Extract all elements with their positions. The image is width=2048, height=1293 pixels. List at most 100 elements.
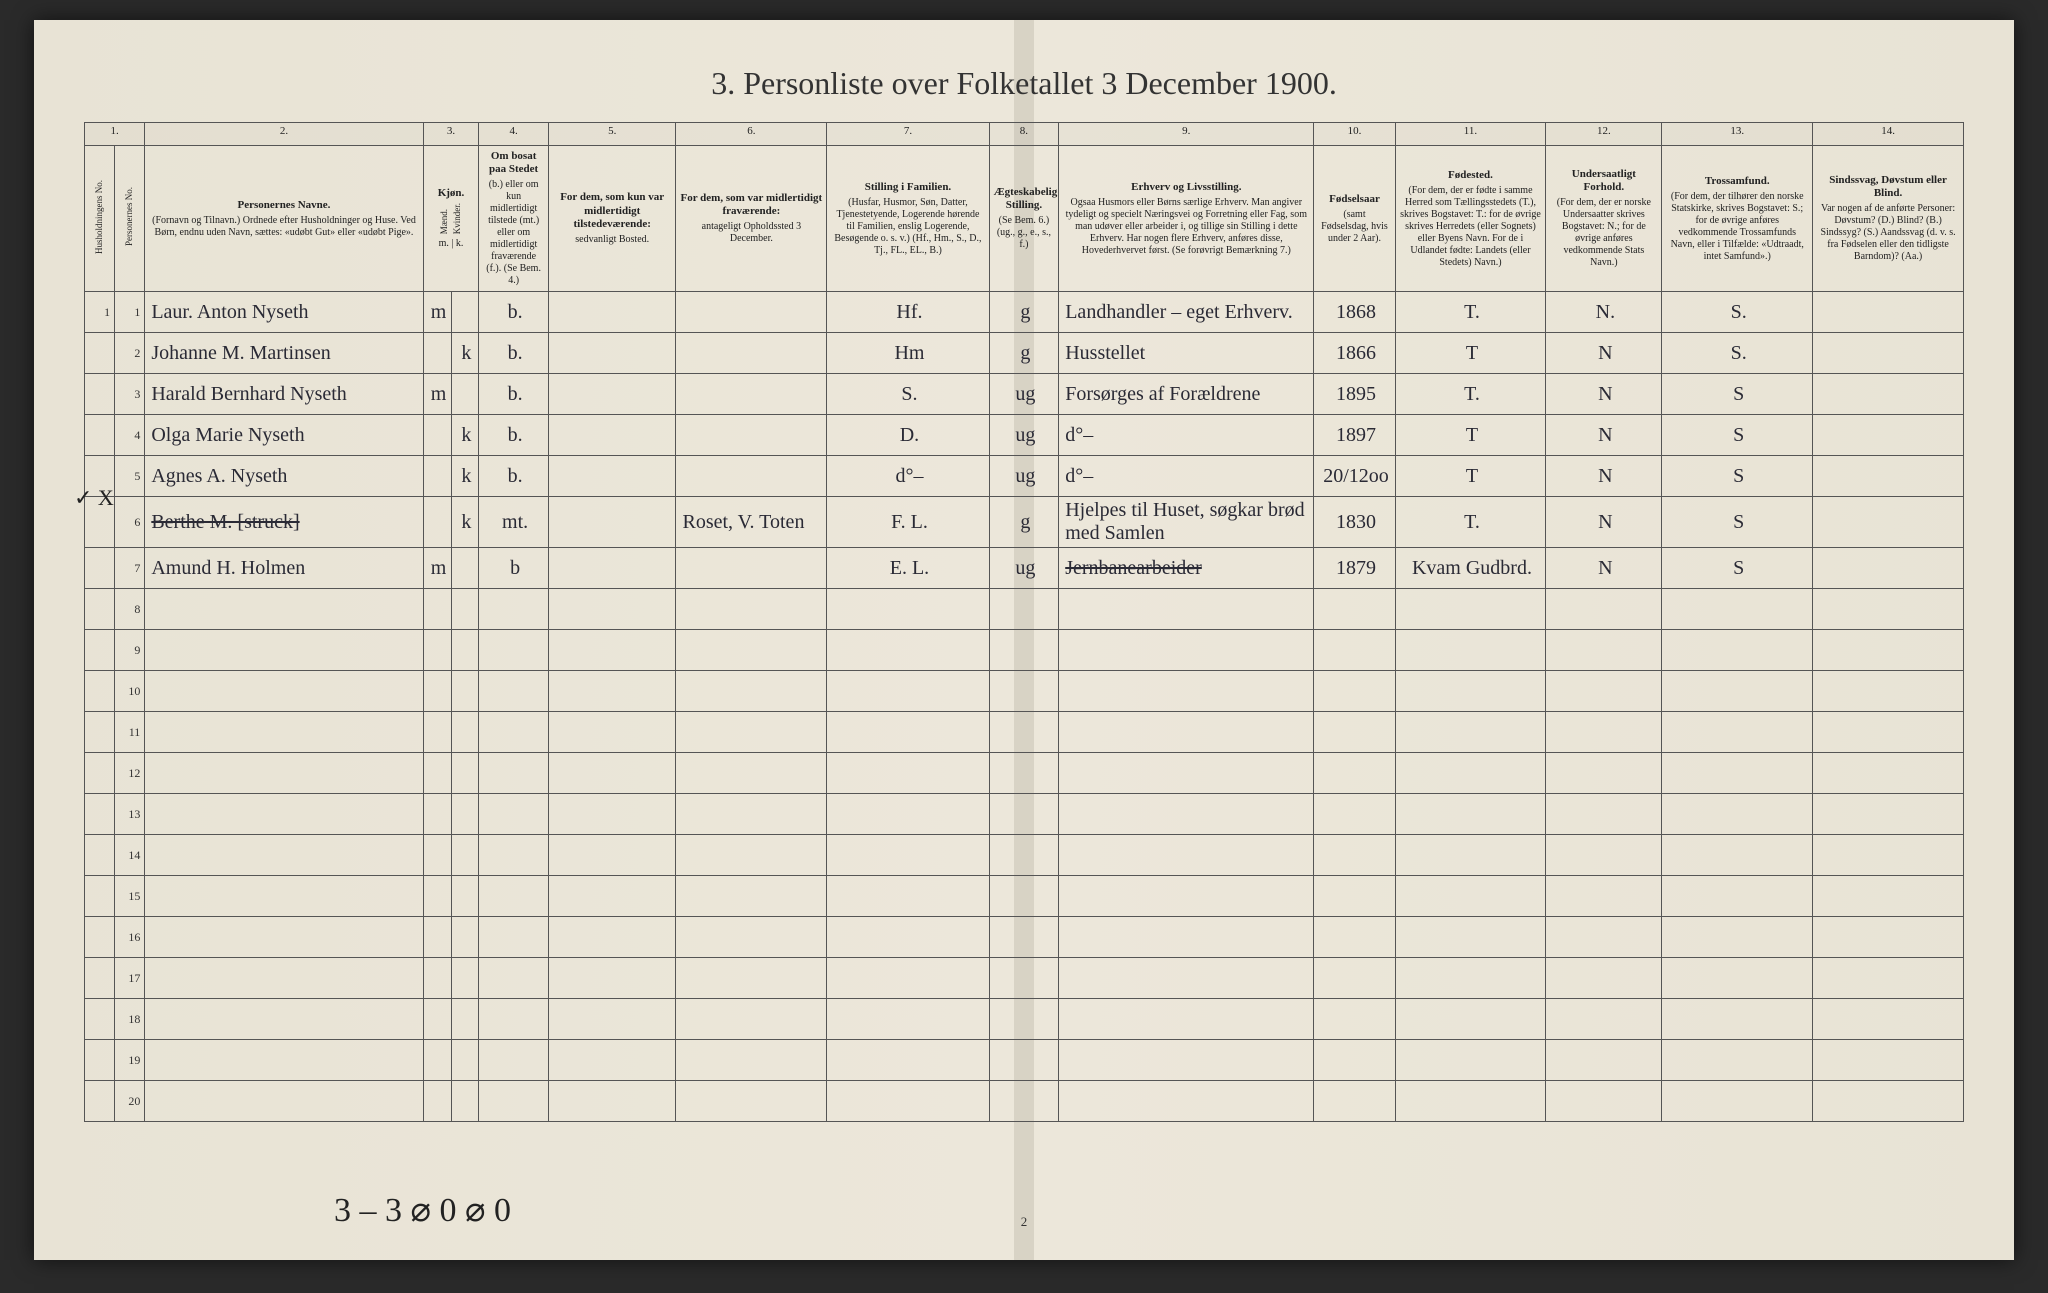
cell: D. bbox=[827, 415, 989, 456]
cell bbox=[1395, 753, 1546, 794]
cell bbox=[1059, 999, 1314, 1040]
hdr-disability: Sindssvag, Døvstum eller Blind.Var nogen… bbox=[1813, 146, 1964, 292]
cell bbox=[827, 671, 989, 712]
cell: b bbox=[479, 548, 549, 589]
cell bbox=[451, 794, 479, 835]
cell bbox=[1662, 1081, 1813, 1122]
cell bbox=[1662, 876, 1813, 917]
cell bbox=[423, 794, 451, 835]
table-row: 2Johanne M. Martinsenkb.HmgHusstellet186… bbox=[85, 333, 1964, 374]
cell: g bbox=[989, 333, 1059, 374]
cell bbox=[676, 835, 827, 876]
cell bbox=[1395, 835, 1546, 876]
table-row: 3Harald Bernhard Nysethmb.S.ugForsørges … bbox=[85, 374, 1964, 415]
cell bbox=[548, 630, 676, 671]
colnum: 10. bbox=[1314, 123, 1395, 146]
cell bbox=[1813, 1081, 1964, 1122]
cell bbox=[423, 497, 451, 548]
cell bbox=[676, 958, 827, 999]
cell bbox=[676, 1081, 827, 1122]
cell bbox=[85, 630, 115, 671]
cell bbox=[989, 1040, 1059, 1081]
cell bbox=[1546, 753, 1662, 794]
cell bbox=[423, 630, 451, 671]
cell bbox=[548, 835, 676, 876]
cell bbox=[85, 999, 115, 1040]
cell: 15 bbox=[115, 876, 145, 917]
cell bbox=[548, 497, 676, 548]
cell bbox=[1059, 794, 1314, 835]
cell: 7 bbox=[115, 548, 145, 589]
cell bbox=[1546, 958, 1662, 999]
cell: 9 bbox=[115, 630, 145, 671]
cell: Johanne M. Martinsen bbox=[145, 333, 423, 374]
cell: b. bbox=[479, 456, 549, 497]
cell bbox=[548, 958, 676, 999]
cell bbox=[451, 753, 479, 794]
hdr-marital: Ægteskabelig Stilling.(Se Bem. 6.) (ug.,… bbox=[989, 146, 1059, 292]
cell: k bbox=[451, 497, 479, 548]
cell: b. bbox=[479, 374, 549, 415]
cell bbox=[423, 712, 451, 753]
cell bbox=[145, 671, 423, 712]
cell bbox=[989, 794, 1059, 835]
cell: d°– bbox=[1059, 456, 1314, 497]
cell bbox=[451, 630, 479, 671]
cell: Forsørges af Forældrene bbox=[1059, 374, 1314, 415]
cell: Berthe M. [struck] bbox=[145, 497, 423, 548]
cell: N bbox=[1546, 497, 1662, 548]
cell bbox=[1314, 999, 1395, 1040]
colnum: 11. bbox=[1395, 123, 1546, 146]
cell bbox=[548, 917, 676, 958]
cell: b. bbox=[479, 333, 549, 374]
cell: mt. bbox=[479, 497, 549, 548]
cell bbox=[676, 876, 827, 917]
cell: 2 bbox=[115, 333, 145, 374]
cell bbox=[676, 589, 827, 630]
cell bbox=[676, 671, 827, 712]
cell bbox=[1813, 958, 1964, 999]
cell bbox=[548, 1081, 676, 1122]
cell: 13 bbox=[115, 794, 145, 835]
cell: ug bbox=[989, 415, 1059, 456]
cell: T bbox=[1395, 456, 1546, 497]
cell: S bbox=[1662, 456, 1813, 497]
cell: Roset, V. Toten bbox=[676, 497, 827, 548]
hdr-birthyear: Fødselsaar(samt Fødselsdag, hvis under 2… bbox=[1314, 146, 1395, 292]
cell bbox=[85, 1081, 115, 1122]
cell bbox=[479, 671, 549, 712]
cell: k bbox=[451, 456, 479, 497]
cell bbox=[1059, 876, 1314, 917]
cell bbox=[451, 876, 479, 917]
cell bbox=[85, 917, 115, 958]
cell bbox=[989, 589, 1059, 630]
cell: 1897 bbox=[1314, 415, 1395, 456]
cell bbox=[1813, 876, 1964, 917]
colnum: 8. bbox=[989, 123, 1059, 146]
cell bbox=[676, 917, 827, 958]
cell bbox=[989, 753, 1059, 794]
cell bbox=[479, 712, 549, 753]
cell: 19 bbox=[115, 1040, 145, 1081]
table-row: 11Laur. Anton Nysethmb.Hf.gLandhandler –… bbox=[85, 292, 1964, 333]
cell: 1868 bbox=[1314, 292, 1395, 333]
table-row: 12 bbox=[85, 753, 1964, 794]
cell bbox=[548, 999, 676, 1040]
cell: 16 bbox=[115, 917, 145, 958]
cell: 4 bbox=[115, 415, 145, 456]
cell bbox=[989, 630, 1059, 671]
cell: T bbox=[1395, 415, 1546, 456]
table-row: 15 bbox=[85, 876, 1964, 917]
cell bbox=[1813, 712, 1964, 753]
cell bbox=[548, 374, 676, 415]
cell: b. bbox=[479, 292, 549, 333]
cell bbox=[85, 835, 115, 876]
cell: 1 bbox=[85, 292, 115, 333]
cell: 18 bbox=[115, 999, 145, 1040]
cell: S bbox=[1662, 548, 1813, 589]
table-row: 7Amund H. HolmenmbE. L.ugJernbanearbeide… bbox=[85, 548, 1964, 589]
cell bbox=[1395, 712, 1546, 753]
footer-scribble: 3 – 3 ⌀ 0 ⌀ 0 bbox=[334, 1190, 511, 1230]
cell bbox=[423, 917, 451, 958]
cell bbox=[1395, 1081, 1546, 1122]
